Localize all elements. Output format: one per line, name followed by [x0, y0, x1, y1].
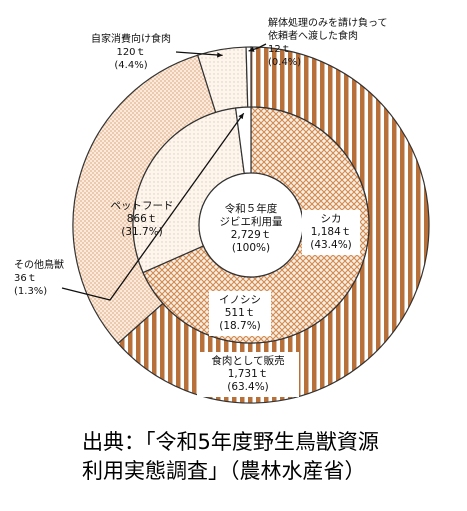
label-jika-line-1: 120ｔ — [116, 47, 145, 58]
label-inoshishi-line-1: 511ｔ — [225, 307, 256, 319]
label-shika: シカ1,184ｔ(43.4%) — [302, 210, 360, 255]
label-inoshishi-line-0: イノシシ — [219, 294, 261, 306]
label-sonota-line-0: その他鳥獣 — [14, 258, 64, 271]
label-kaitai-line-0: 解体処理のみを請け負って — [268, 16, 388, 29]
label-jika-line-0: 自家消費向け食肉 — [91, 32, 171, 45]
leader-lines — [61, 43, 267, 301]
label-sonota-line-1: 36ｔ — [14, 273, 37, 284]
label-shika-line-0: シカ — [321, 213, 342, 225]
label-jika: 自家消費向け食肉 120ｔ (4.4%) — [91, 32, 171, 71]
center-label-line-2: 2,729ｔ — [231, 229, 272, 241]
source-line-1: 出典：「令和5年度野生鳥獣資源 — [82, 430, 379, 454]
source-caption: 出典：「令和5年度野生鳥獣資源 利用実態調査」（農林水産省） — [82, 428, 379, 486]
arrow-jika — [217, 52, 223, 58]
label-kaitai-line-1: 依頼者へ渡した食肉 — [268, 29, 358, 42]
label-jika-line-2: (4.4%) — [114, 60, 147, 71]
label-shika-bg — [302, 210, 360, 255]
label-petfood-line-0: ペットフード — [111, 200, 174, 212]
arrow-kaitai — [248, 46, 255, 52]
label-kaitai-line-3: (0.4%) — [268, 57, 301, 68]
center-label-line-0: 令和５年度 — [225, 202, 278, 215]
source-line-2: 利用実態調査」（農林水産省） — [82, 459, 366, 483]
label-inoshishi-line-2: (18.7%) — [219, 320, 261, 332]
label-shokuniku-line-1: 1,731ｔ — [228, 368, 269, 380]
leader-sonota — [61, 112, 245, 301]
label-kaitai-line-2: 12ｔ — [268, 44, 291, 55]
arrow-sonota — [238, 113, 244, 120]
label-sonota: その他鳥獣 36ｔ (1.3%) — [14, 258, 64, 297]
label-petfood-line-1: 866ｔ — [127, 213, 158, 225]
label-shokuniku-line-2: (63.4%) — [227, 381, 269, 393]
outer-ring — [72, 46, 430, 404]
label-shika-line-1: 1,184ｔ — [311, 226, 352, 238]
label-sonota-line-2: (1.3%) — [14, 286, 47, 297]
label-petfood-line-2: (31.7%) — [121, 226, 163, 238]
label-shika-line-2: (43.4%) — [310, 239, 352, 251]
leader-jika — [175, 51, 223, 57]
label-shokuniku-line-0: 食肉として販売 — [211, 354, 284, 367]
label-inoshishi-bg — [209, 291, 271, 336]
label-shokuniku-bg — [197, 352, 299, 397]
center-label-line-1: ジビエ利用量 — [220, 216, 283, 228]
center-label-line-3: (100%) — [232, 242, 270, 254]
